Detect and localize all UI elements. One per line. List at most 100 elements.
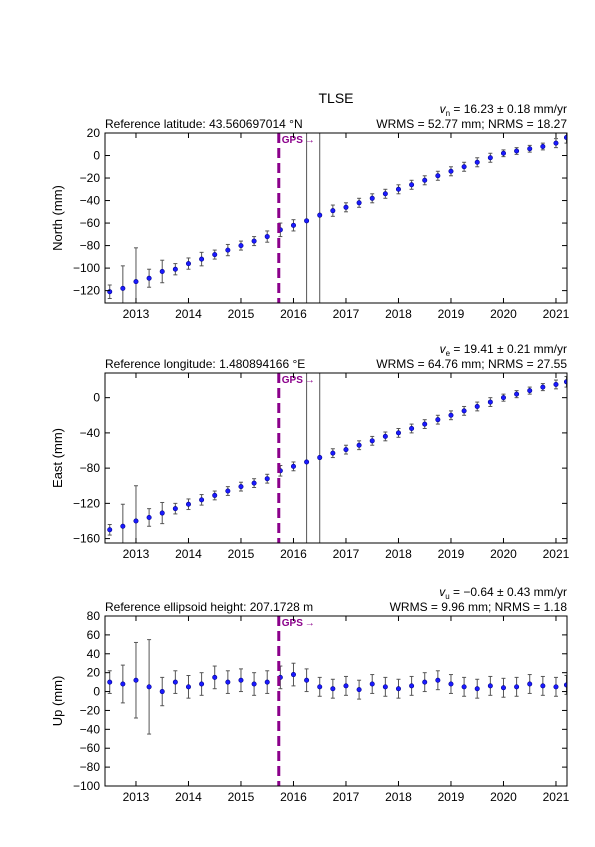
data-point <box>461 408 467 414</box>
x-tick-label: 2021 <box>543 307 570 321</box>
velocity-subscript: u <box>445 592 449 601</box>
data-point <box>107 527 113 533</box>
x-tick-label: 2016 <box>280 307 307 321</box>
reference-text: Reference ellipsoid height: 207.1728 m <box>105 600 313 614</box>
x-tick-label: 2020 <box>490 547 517 561</box>
event-label: GPS <box>282 375 303 386</box>
data-point <box>251 480 257 486</box>
data-point <box>527 681 533 687</box>
data-point <box>199 497 205 503</box>
data-point <box>448 168 454 174</box>
data-point <box>369 438 375 444</box>
data-point <box>146 514 152 520</box>
data-point <box>514 148 520 154</box>
data-point <box>487 399 493 405</box>
data-point <box>330 450 336 456</box>
data-point <box>120 285 126 291</box>
data-point <box>238 484 244 490</box>
data-point <box>474 686 480 692</box>
x-tick-label: 2019 <box>438 790 465 804</box>
data-point <box>461 164 467 170</box>
y-tick-label: −80 <box>80 239 101 253</box>
data-point <box>356 200 362 206</box>
event-arrow: → <box>305 135 315 146</box>
data-point <box>356 687 362 693</box>
data-point <box>225 488 231 494</box>
y-tick-label: −100 <box>73 261 100 275</box>
data-point <box>540 683 546 689</box>
data-point <box>382 684 388 690</box>
data-point <box>500 150 506 156</box>
event-arrow: → <box>305 375 315 386</box>
axes-frame <box>104 615 568 787</box>
y-tick-label: 0 <box>93 149 100 163</box>
x-tick-label: 2016 <box>280 547 307 561</box>
data-point <box>264 234 270 240</box>
data-point <box>553 684 559 690</box>
y-tick-label: −100 <box>73 779 100 793</box>
data-point <box>474 159 480 165</box>
x-tick-label: 2014 <box>175 547 202 561</box>
data-point <box>133 279 139 285</box>
data-point <box>395 186 401 192</box>
data-point <box>159 510 165 516</box>
velocity-text: vu = −0.64 ± 0.43 mm/yr <box>439 585 567 601</box>
x-tick-label: 2021 <box>543 547 570 561</box>
axes-frame <box>104 132 568 304</box>
data-point <box>540 384 546 390</box>
data-point <box>304 677 310 683</box>
data-point <box>304 218 310 224</box>
velocity-symbol: v <box>439 585 446 599</box>
data-point <box>330 208 336 214</box>
data-point <box>317 455 323 461</box>
data-point <box>369 195 375 201</box>
data-point <box>343 204 349 210</box>
data-point <box>225 247 231 253</box>
data-point <box>199 681 205 687</box>
data-point <box>238 677 244 683</box>
data-point <box>185 501 191 507</box>
data-point <box>251 681 257 687</box>
data-point <box>527 146 533 152</box>
data-point <box>133 677 139 683</box>
x-tick-label: 2017 <box>333 547 360 561</box>
velocity-value: = 16.23 ± 0.18 mm/yr <box>450 102 567 116</box>
x-tick-label: 2013 <box>123 547 150 561</box>
x-tick-label: 2019 <box>438 547 465 561</box>
data-point <box>317 212 323 218</box>
chart-title: TLSE <box>318 90 353 106</box>
reference-text: Reference latitude: 43.560697014 °N <box>105 117 303 131</box>
data-point <box>563 379 567 385</box>
x-tick-label: 2013 <box>123 790 150 804</box>
data-point <box>120 523 126 529</box>
data-point <box>487 683 493 689</box>
data-point <box>146 684 152 690</box>
y-tick-label: −60 <box>80 216 101 230</box>
data-point <box>185 261 191 267</box>
velocity-subscript: n <box>446 109 450 118</box>
data-point <box>395 686 401 692</box>
data-point <box>474 403 480 409</box>
data-point <box>146 275 152 281</box>
data-point <box>527 388 533 394</box>
stats-text: WRMS = 52.77 mm; NRMS = 18.27 <box>376 117 567 131</box>
data-point <box>172 266 178 272</box>
y-tick-label: −20 <box>80 703 101 717</box>
data-point <box>514 684 520 690</box>
data-point <box>264 476 270 482</box>
data-point <box>159 268 165 274</box>
data-point <box>500 395 506 401</box>
data-point <box>422 679 428 685</box>
data-point <box>120 681 126 687</box>
velocity-value: = −0.64 ± 0.43 mm/yr <box>450 585 567 599</box>
data-point <box>435 417 441 423</box>
velocity-subscript: e <box>446 349 451 358</box>
x-tick-label: 2019 <box>438 307 465 321</box>
data-point <box>382 433 388 439</box>
data-point <box>317 684 323 690</box>
data-point <box>290 463 296 469</box>
y-tick-label: −40 <box>80 194 101 208</box>
data-point <box>435 173 441 179</box>
y-axis-label: North (mm) <box>50 185 65 251</box>
